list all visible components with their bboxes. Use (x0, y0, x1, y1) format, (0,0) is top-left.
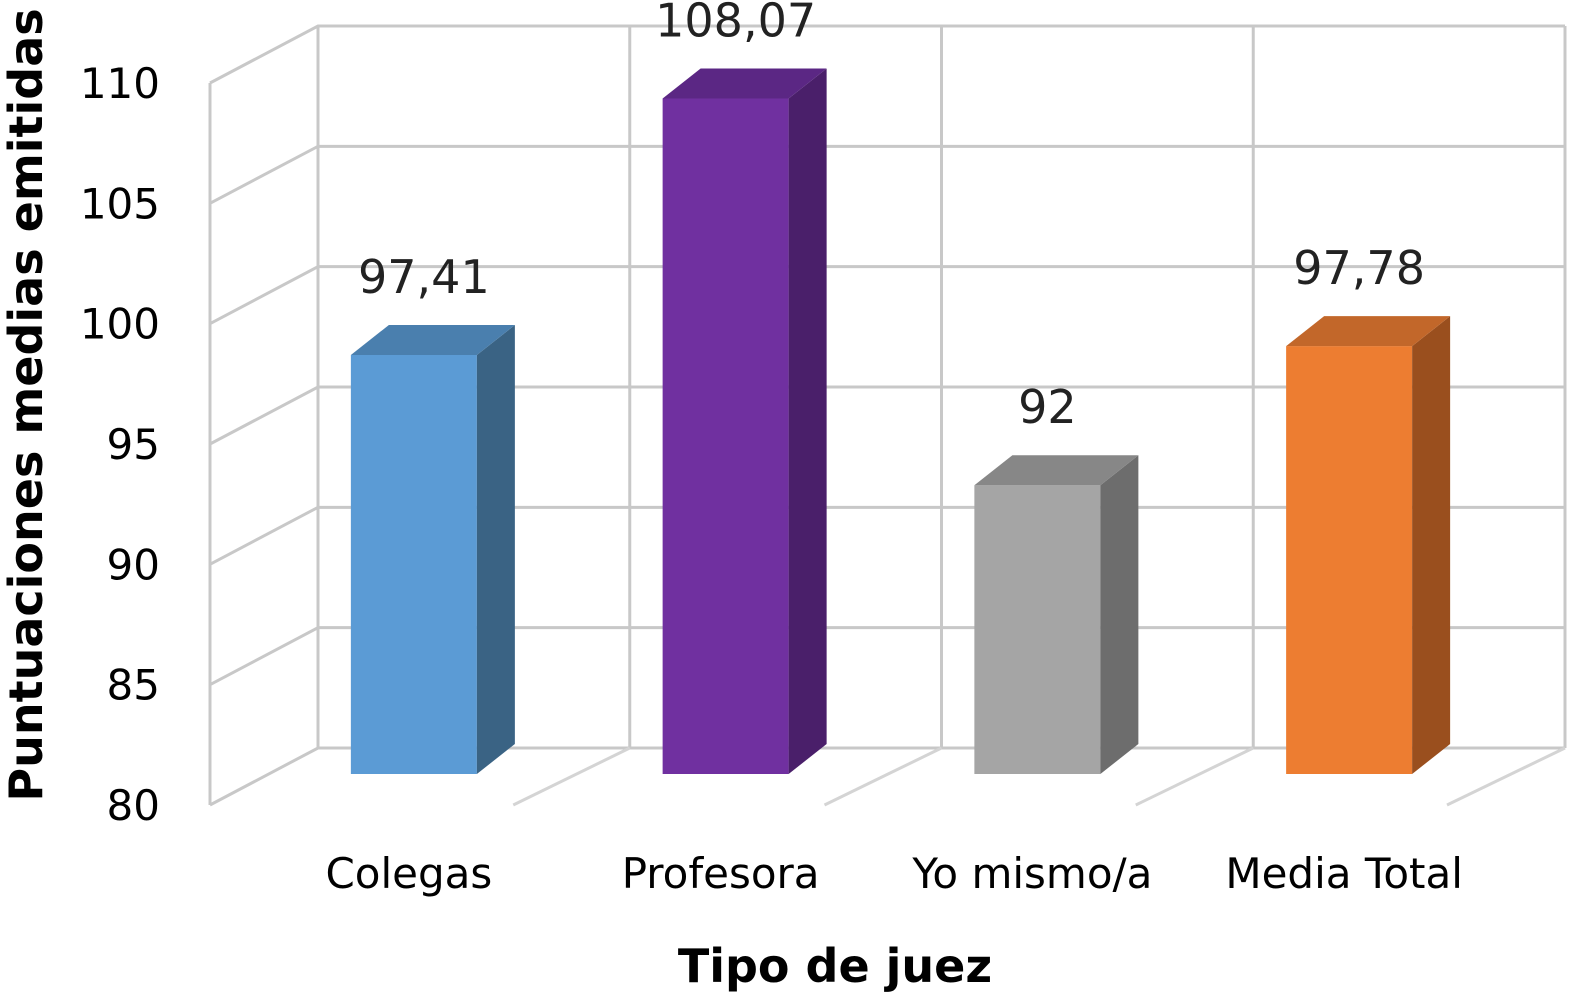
bar-top (350, 324, 515, 355)
y-tick-label: 90 (107, 540, 160, 589)
floor-line (1135, 746, 1254, 807)
bar (974, 485, 1101, 774)
gridline (209, 24, 1565, 85)
bar-side (1100, 455, 1139, 774)
bar-top (662, 68, 827, 99)
bar-top (974, 455, 1139, 486)
gridline (209, 144, 1565, 205)
category-label: Colegas (325, 849, 492, 898)
bar (350, 354, 477, 774)
data-label: 97,78 (1293, 241, 1425, 295)
y-tick-label: 80 (107, 781, 160, 830)
data-label: 97,41 (358, 250, 490, 304)
x-axis-title: Tipo de juez (678, 939, 992, 993)
category-label: Profesora (622, 849, 820, 898)
data-label: 108,07 (655, 0, 816, 47)
y-tick-label: 85 (107, 661, 160, 710)
floor-line (1446, 746, 1566, 807)
y-tick-labels: 80 85 90 95 100 105 110 (80, 59, 160, 830)
floor-line (512, 746, 631, 807)
bars (350, 68, 1451, 774)
y-tick-label: 95 (107, 420, 160, 469)
bar-side (476, 324, 515, 774)
bar (1286, 346, 1413, 774)
y-axis-title: Puntuaciones medias emitidas (0, 8, 53, 801)
category-label: Media Total (1225, 849, 1463, 898)
data-label: 92 (1018, 380, 1077, 434)
gridlines (208, 24, 1567, 807)
y-tick-label: 100 (80, 300, 160, 349)
data-labels: 97,41 108,07 92 97,78 (358, 0, 1425, 434)
y-tick-label: 110 (80, 59, 160, 108)
bar (662, 98, 789, 774)
floor-line (823, 746, 943, 807)
bar-side (788, 68, 827, 774)
bar-top (1286, 316, 1451, 347)
floor-lines (512, 746, 1566, 807)
y-tick-label: 105 (80, 179, 160, 228)
category-label: Yo mismo/a (911, 849, 1152, 898)
bar-side (1412, 316, 1451, 774)
category-labels: Colegas Profesora Yo mismo/a Media Total (325, 849, 1462, 898)
